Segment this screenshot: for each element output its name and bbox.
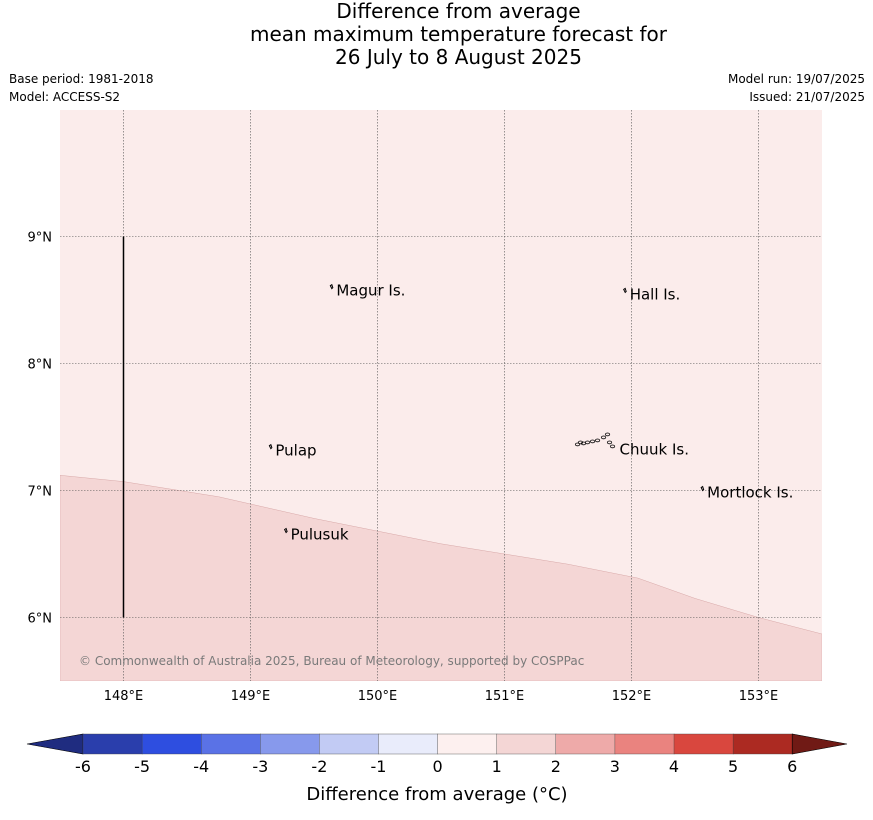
colorbar-tick-label: 2 [551,757,561,776]
colorbar-segment [555,733,616,755]
lon-tick-label: 148°E [104,689,144,704]
copyright-text: © Commonwealth of Australia 2025, Bureau… [79,654,584,668]
colorbar-label: Difference from average (°C) [306,784,567,805]
title-line-2: mean maximum temperature forecast for [249,22,667,46]
colorbar-segment [260,733,320,755]
lon-tick-label: 149°E [231,689,271,704]
island-outline [600,435,607,440]
island-outline [609,444,616,449]
place-label-magur-is: Magur Is. [336,282,405,300]
place-label-hall-is: Hall Is. [630,285,681,303]
lon-tick-label: 153°E [739,689,779,704]
title-line-3: 26 July to 8 August 2025 [335,45,582,69]
model-text: Model: ACCESS-S2 [9,90,121,104]
colorbar-segment [673,733,734,755]
island-outline [574,442,581,447]
colorbar-segment [614,733,675,755]
place-label-chuuk-is: Chuuk Is. [620,440,689,458]
colorbar-tick-label: -5 [134,757,150,776]
island-outline [589,439,596,444]
lon-tick-label: 152°E [612,689,652,704]
island-pulap [268,443,273,450]
map-title: Difference from average mean maximum tem… [0,0,873,69]
colorbar-segment [200,733,261,755]
colorbar-tick-label: 3 [610,757,620,776]
colorbar-segment [732,733,793,755]
island-outline [606,440,613,445]
base-period-text: Base period: 1981-2018 [9,72,154,86]
title-line-1: Difference from average [336,0,581,23]
island-outline [584,440,591,445]
colorbar-segment [141,733,202,755]
colorbar-tick-label: 4 [669,757,679,776]
colorbar-segment [437,733,498,755]
colorbar-tick-label: 0 [433,757,443,776]
map-plot-area: Magur Is. Hall Is. Pulap Chuuk Is. Mortlock … [60,110,822,681]
island-chuuk [574,432,616,449]
island-outline [594,438,601,443]
colorbar-tick-label: -1 [371,757,387,776]
lon-tick-label: 151°E [485,689,525,704]
colorbar-segment [319,733,379,755]
lat-tick-label: 6°N [28,612,53,627]
colorbar: -6 -5 -4 -3 -2 -1 0 1 2 3 4 5 6 Difference from avera… [26,733,848,805]
meta-left: Base period: 1981-2018 Model: ACCESS-S2 [9,70,154,106]
colorbar-segment [82,733,143,755]
island-hall-is [623,287,627,294]
colorbar-tick-label: -2 [311,757,327,776]
lat-tick-label: 8°N [28,358,53,373]
colorbar-over-triangle [791,733,848,755]
lon-tick-label: 150°E [358,689,398,704]
colorbar-tick-label: 6 [787,757,797,776]
colorbar-under-triangle [26,733,84,755]
model-run-text: Model run: 19/07/2025 [727,72,865,86]
lat-tick-label: 7°N [28,485,53,500]
meta-right: Model run: 19/07/2025 Issued: 21/07/2025 [728,70,865,106]
place-label-pulusuk: Pulusuk [291,525,349,543]
colorbar-tick-label: 1 [492,757,502,776]
island-magur-is [329,283,334,290]
colorbar-tick-label: -4 [193,757,209,776]
island-mortlock-is [700,485,705,492]
colorbar-tick-label: -3 [252,757,268,776]
place-label-mortlock-is: Mortlock Is. [707,484,793,502]
island-pulusuk [283,527,288,534]
issued-text: Issued: 21/07/2025 [749,90,865,104]
lat-tick-label: 9°N [28,231,53,246]
colorbar-segment [496,733,557,755]
place-label-pulap: Pulap [275,442,316,460]
colorbar-segment [378,733,439,755]
colorbar-tick-label: -6 [75,757,91,776]
island-outline [604,432,611,437]
colorbar-tick-label: 5 [728,757,738,776]
